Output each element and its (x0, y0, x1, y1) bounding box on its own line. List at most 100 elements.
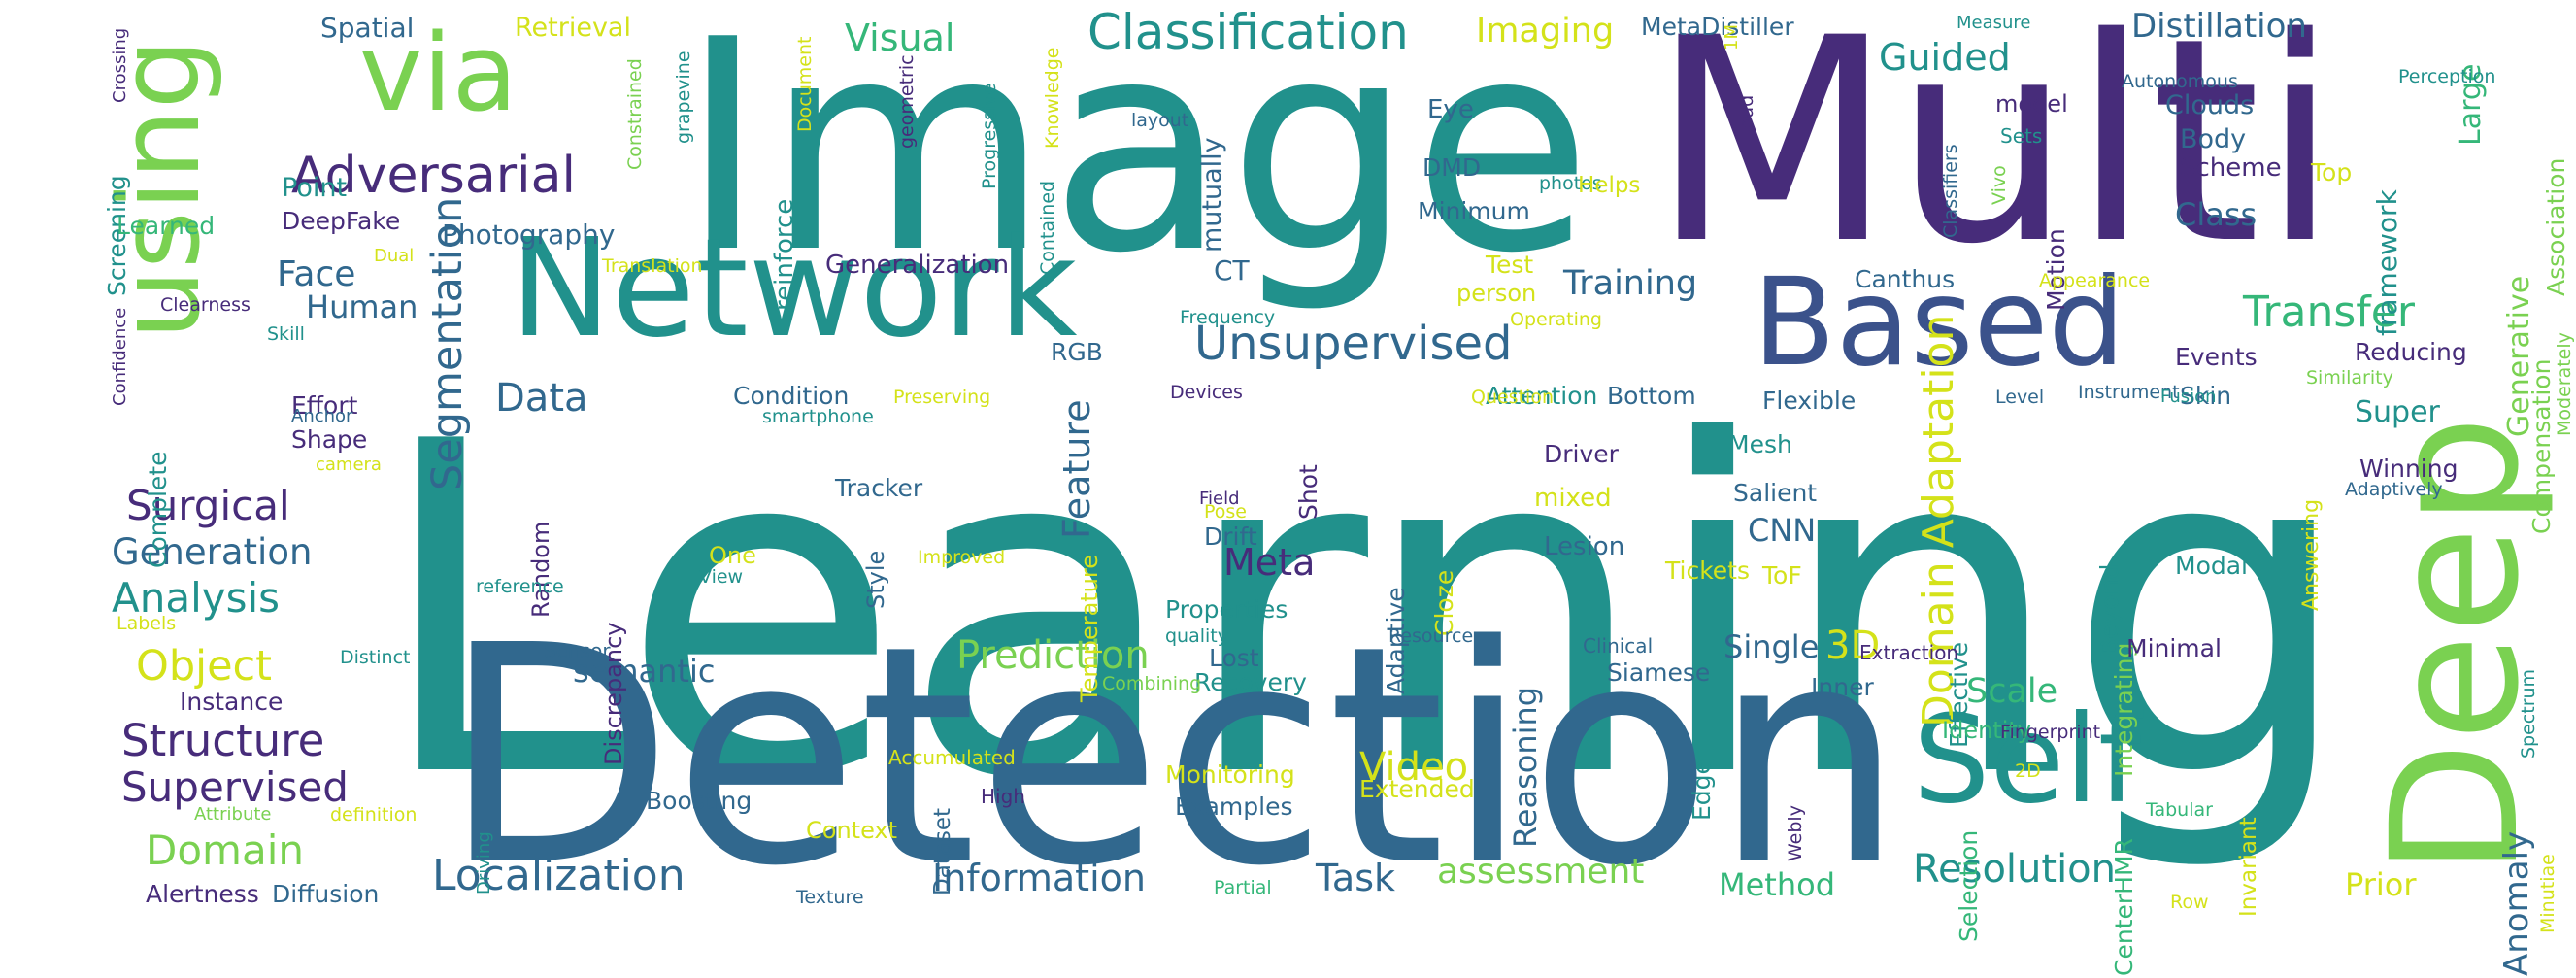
word-fingerprint: Fingerprint (2000, 722, 2101, 743)
word-helps: Helps (1578, 173, 1641, 198)
word-attribute: Attribute (194, 804, 272, 825)
word-self: Self (1913, 690, 2141, 830)
word-photos: photos (1539, 173, 1602, 194)
word-retrieval: Retrieval (515, 13, 631, 43)
word-temperature: Temperature (1076, 555, 1103, 703)
word-feature: Feature (1055, 398, 1098, 539)
word-reasoning: Reasoning (1507, 686, 1544, 848)
word-translation: Translation (602, 255, 703, 277)
word-prior: Prior (2345, 866, 2417, 903)
word-tof: ToF (1762, 561, 1802, 590)
word-partial: Partial (1214, 877, 1272, 898)
word-row: Row (2170, 892, 2209, 913)
word-identity: Identity (1942, 717, 2031, 744)
word-ct: CT (1214, 254, 1250, 287)
word-edge: Edge (1688, 759, 1716, 821)
word-face: Face (277, 254, 356, 294)
word-invariant: Invariant (2236, 817, 2261, 918)
word-random: Random (527, 522, 554, 619)
word-test: Test (1486, 251, 1534, 279)
word-dmd: DMD (1422, 153, 1482, 182)
word-reference: reference (476, 576, 564, 597)
word-definition: definition (330, 804, 418, 826)
word-metadistiller: MetaDistiller (1641, 13, 1794, 41)
word-detection: Detection (442, 582, 1904, 932)
word-learned: Learned (117, 212, 216, 240)
word-shot: Shot (1294, 464, 1322, 520)
word-high: High (981, 785, 1025, 808)
word-progressive: Progressive (979, 84, 1000, 190)
word-level: Level (1995, 387, 2045, 408)
word-perception: Perception (2398, 66, 2496, 87)
word-person: person (1456, 280, 1537, 307)
word-single: Single (1723, 628, 1820, 665)
word-diffusion: Diffusion (272, 880, 380, 908)
word-field: Field (1199, 489, 1240, 509)
word-video: Video (1359, 745, 1469, 790)
word-reducing: Reducing (2355, 338, 2467, 366)
word-2d: 2D (2015, 760, 2041, 782)
word-body: Body (2180, 124, 2247, 154)
word-minimum: Minimum (1418, 197, 1530, 225)
word-texture: Texture (796, 887, 864, 908)
word-knowledge: Knowledge (1042, 47, 1063, 149)
word-spatial: Spatial (320, 12, 415, 44)
word-effort: Effort (291, 391, 358, 420)
word-grapevine: grapevine (673, 51, 694, 144)
word-contained: Contained (1037, 180, 1058, 275)
word-driving: Driving (474, 830, 494, 894)
word-clinical: Clinical (1583, 634, 1654, 658)
word-selection: Selection (1955, 829, 1983, 942)
word-reinforce: reinforce (770, 199, 799, 312)
word-semantic: semantic (573, 653, 716, 690)
word-dual: Dual (374, 246, 415, 266)
word-information: Information (932, 857, 1146, 899)
word-improved: Improved (918, 547, 1006, 568)
word-inner: Inner (1811, 673, 1874, 701)
word-distillation: Distillation (2131, 7, 2307, 46)
word-similarity: Similarity (2306, 367, 2393, 388)
word-examples: Examples (1175, 793, 1293, 821)
word-dataset: Dataset (930, 807, 955, 895)
word-domain: Domain (146, 826, 304, 874)
word-clouds: Clouds (2165, 90, 2255, 120)
word-adversarial: Adversarial (291, 147, 576, 205)
word-recovery: Recovery (1194, 668, 1307, 696)
word-image: Image (680, 0, 1592, 317)
word-condition: Condition (733, 382, 850, 410)
word-mutually: mutually (1197, 136, 1227, 253)
word-scale: Scale (1966, 672, 2058, 711)
word-webly: Webly (1785, 805, 1806, 861)
word-operating: Operating (1510, 309, 1602, 330)
word-multi: Multi (1651, 0, 2339, 306)
word-constrained: Constrained (624, 58, 646, 171)
word-learning: Learning (374, 346, 2356, 877)
word-centerhmr: CenterHMR (2110, 838, 2138, 976)
word-object: Object (136, 642, 273, 691)
word-bottom: Bottom (1607, 382, 1696, 410)
word-prediction: Prediction (956, 633, 1150, 678)
word-properties: Properties (1165, 595, 1288, 624)
word-task: Task (1316, 857, 1396, 899)
word-anchor: Anchor (291, 406, 353, 426)
word-camera: camera (316, 455, 382, 475)
word-beyond: Beyond (2095, 563, 2124, 656)
word-layout: layout (1131, 110, 1189, 131)
word-question: Question (1471, 387, 1554, 408)
word-minutiae: Minutiae (2537, 854, 2559, 934)
word-quality: quality (1165, 625, 1228, 647)
word-crossing: Crossing (110, 28, 130, 104)
word-events: Events (2175, 343, 2258, 371)
word-view: View (699, 566, 744, 588)
word-labels: Labels (117, 613, 177, 634)
word-fusion: Fusion (2160, 387, 2217, 407)
word-training: Training (1563, 264, 1698, 303)
word-moderately: Moderately (2554, 332, 2575, 436)
word-3d: 3D (1825, 624, 1881, 668)
word-pose: Pose (1204, 501, 1247, 523)
word-data: Data (495, 376, 588, 421)
word-method: Method (1719, 866, 1836, 903)
word-tracker: Tracker (835, 474, 923, 502)
word-document: Document (794, 36, 816, 133)
word-classification: Classification (1087, 4, 1409, 60)
